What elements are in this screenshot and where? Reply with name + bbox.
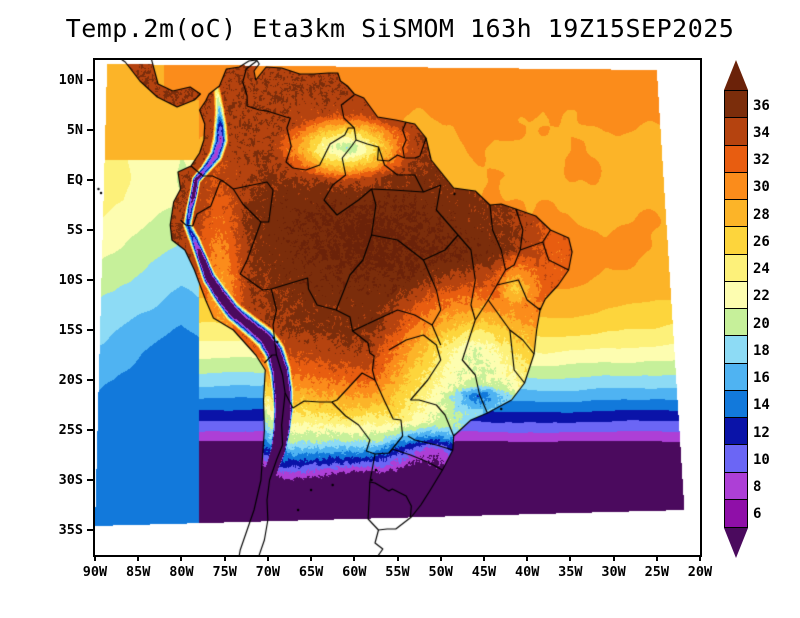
y-axis-label: 20S xyxy=(58,372,83,388)
colorbar-band xyxy=(725,309,747,337)
x-axis-tick xyxy=(482,555,485,561)
x-axis-tick xyxy=(310,555,313,561)
x-axis-tick xyxy=(439,555,442,561)
y-axis-tick xyxy=(87,429,93,431)
x-axis-tick xyxy=(699,555,701,561)
x-axis-label: 50W xyxy=(428,564,453,580)
x-axis-tick xyxy=(353,555,356,561)
x-axis-tick xyxy=(526,555,529,561)
colorbar-tick-label: 36 xyxy=(753,97,770,114)
x-axis-label: 90W xyxy=(82,564,108,580)
map-plot-area xyxy=(93,58,702,557)
colorbar-tick-label: 32 xyxy=(753,152,770,169)
colorbar-over-arrow-icon xyxy=(724,60,748,90)
x-axis-label: 55W xyxy=(385,564,410,580)
colorbar-tick-label: 14 xyxy=(753,397,770,414)
colorbar-tick-label: 16 xyxy=(753,370,770,387)
colorbar-under-arrow-icon xyxy=(724,528,748,558)
y-axis-tick xyxy=(87,479,93,481)
y-axis-label: 10S xyxy=(58,272,83,288)
y-axis-label: 25S xyxy=(58,422,83,438)
colorbar-tick-label: 26 xyxy=(753,233,770,250)
y-axis-label: EQ xyxy=(66,172,83,188)
x-axis-tick xyxy=(94,555,96,561)
colorbar-band xyxy=(725,227,747,255)
colorbar-band xyxy=(725,390,747,418)
colorbar-tick-label: 20 xyxy=(753,315,770,332)
colorbar-tick-label: 12 xyxy=(753,424,770,441)
colorbar-bands xyxy=(724,90,748,528)
colorbar-tick-label: 10 xyxy=(753,451,770,468)
colorbar-band xyxy=(725,200,747,228)
colorbar-tick-label: 30 xyxy=(753,179,770,196)
y-axis-label: 35S xyxy=(58,522,83,538)
colorbar-tick-label: 34 xyxy=(753,124,770,141)
colorbar-band xyxy=(725,91,747,119)
y-axis-label: 10N xyxy=(58,72,83,88)
y-axis-tick xyxy=(87,229,93,231)
y-axis-tick xyxy=(87,279,93,281)
x-axis-label: 80W xyxy=(169,564,194,580)
x-axis-label: 70W xyxy=(255,564,281,580)
x-axis-label: 45W xyxy=(471,564,497,580)
x-axis-tick xyxy=(266,555,269,561)
colorbar-band xyxy=(725,145,747,173)
x-axis-label: 30W xyxy=(601,564,626,580)
x-axis-label: 40W xyxy=(514,564,540,580)
x-axis-label: 75W xyxy=(212,564,237,580)
colorbar-band xyxy=(725,281,747,309)
y-axis-tick xyxy=(87,129,93,131)
colorbar-band xyxy=(725,172,747,200)
x-axis-label: 25W xyxy=(644,564,669,580)
x-axis-label: 85W xyxy=(126,564,151,580)
colorbar-band xyxy=(725,445,747,473)
colorbar-band xyxy=(725,472,747,500)
x-axis-tick xyxy=(612,555,615,561)
y-axis-label: 30S xyxy=(58,472,83,488)
colorbar-band xyxy=(725,254,747,282)
colorbar-tick-label: 18 xyxy=(753,342,770,359)
x-axis-label: 65W xyxy=(298,564,324,580)
x-axis-label: 35W xyxy=(558,564,583,580)
colorbar-tick-label: 22 xyxy=(753,288,770,305)
x-axis-tick xyxy=(569,555,572,561)
page-title: Temp.2m(oC) Eta3km SiSMOM 163h 19Z15SEP2… xyxy=(65,14,735,43)
y-axis-tick xyxy=(87,329,93,331)
colorbar-band xyxy=(725,499,747,527)
y-axis-label: 5S xyxy=(66,222,83,238)
colorbar: 36 34 32 30 28 26 24 22 20 18 16 14 12 10 8 6 xyxy=(718,58,798,558)
y-axis-tick xyxy=(87,179,93,181)
y-axis-tick xyxy=(87,379,93,381)
y-axis-tick xyxy=(87,529,93,531)
colorbar-band xyxy=(725,336,747,364)
x-axis-tick xyxy=(655,555,658,561)
x-axis-label: 60W xyxy=(342,564,367,580)
colorbar-band xyxy=(725,118,747,146)
x-axis-tick xyxy=(223,555,226,561)
colorbar-tick-label: 28 xyxy=(753,206,770,223)
y-axis-label: 5N xyxy=(66,122,83,138)
x-axis-label: 20W xyxy=(687,564,713,580)
colorbar-band xyxy=(725,418,747,446)
colorbar-tick-label: 6 xyxy=(753,506,762,523)
colorbar-band xyxy=(725,363,747,391)
y-axis-tick xyxy=(87,79,93,81)
temperature-field-canvas xyxy=(95,60,700,555)
x-axis-tick xyxy=(396,555,399,561)
x-axis-tick xyxy=(137,555,140,561)
colorbar-tick-label: 8 xyxy=(753,479,762,496)
y-axis-label: 15S xyxy=(58,322,83,338)
colorbar-tick-label: 24 xyxy=(753,261,770,278)
x-axis-tick xyxy=(180,555,183,561)
